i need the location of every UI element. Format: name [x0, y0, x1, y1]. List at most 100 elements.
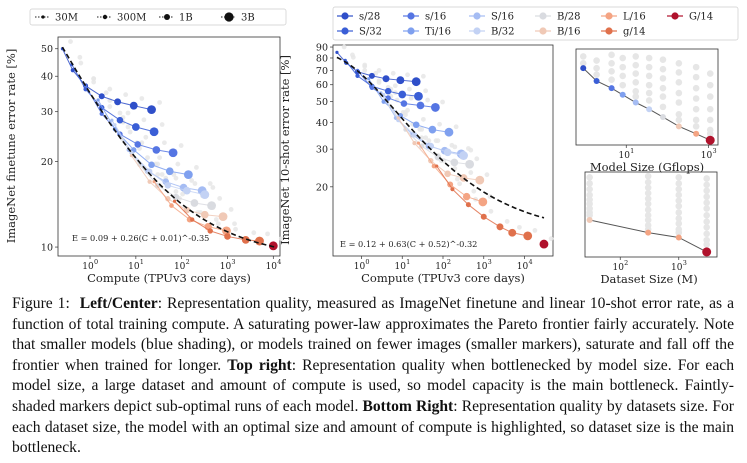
suboptimal-run-point [675, 185, 683, 193]
data-point-ti-16 [412, 121, 420, 129]
suboptimal-run-point [403, 110, 408, 115]
suboptimal-run-point [68, 39, 73, 44]
suboptimal-run-point [77, 54, 83, 60]
suboptimal-run-point [341, 44, 347, 50]
bottom-right-x-axis-label: Dataset Size (M) [600, 272, 697, 286]
suboptimal-run-point [692, 105, 700, 113]
suboptimal-run-point [644, 195, 652, 202]
suboptimal-run-point [233, 226, 238, 232]
suboptimal-run-point [228, 207, 234, 212]
data-point-b-32 [164, 182, 172, 189]
size-legend-label: 1B [179, 13, 193, 24]
suboptimal-run-point [675, 197, 683, 204]
suboptimal-run-point [407, 86, 412, 92]
suboptimal-run-point [675, 191, 683, 199]
suboptimal-run-point [632, 61, 640, 69]
data-point-g-14 [172, 199, 177, 203]
data-point-b-32 [411, 132, 418, 138]
suboptimal-run-point [706, 105, 714, 113]
model-legend-marker [341, 12, 349, 20]
suboptimal-run-point [692, 95, 700, 102]
suboptimal-run-point [675, 89, 683, 97]
model-legend-label: G/14 [689, 12, 713, 23]
suboptimal-run-point [659, 65, 667, 73]
data-point-s-16 [168, 148, 178, 158]
suboptimal-run-point [632, 88, 640, 95]
optimal-point [659, 114, 666, 121]
data-point-s-28 [114, 98, 122, 106]
pareto-frontier-fit [336, 56, 545, 219]
suboptimal-run-point [659, 75, 667, 82]
suboptimal-run-point [420, 73, 426, 79]
data-point-l-16 [462, 192, 471, 201]
center-y-tick-label: 80 [316, 53, 328, 64]
center-y-axis-label: ImageNet 10-shot error rate [%] [278, 55, 292, 245]
center-y-tick-label: 70 [316, 66, 328, 77]
suboptimal-run-point [425, 97, 431, 103]
data-point-b-16 [129, 154, 134, 158]
data-point-s-32 [384, 87, 392, 95]
bottom-right-x-tick-exponent: 3 [683, 259, 687, 267]
left-y-tick-label: 20 [41, 157, 53, 168]
suboptimal-run-point [675, 215, 683, 222]
center-x-tick-exponent: 0 [365, 258, 369, 266]
center-y-tick-label: 30 [316, 145, 328, 156]
caption-text-left-center: : Representation quality, measured as Im… [12, 295, 735, 374]
suboptimal-run-point [675, 59, 683, 67]
left-x-tick-label: 10 [174, 262, 186, 272]
suboptimal-run-point [644, 178, 652, 186]
center-y-tick-label: 20 [316, 182, 328, 193]
suboptimal-run-point [619, 63, 627, 71]
suboptimal-run-point [692, 73, 700, 81]
data-point-b-32 [443, 148, 452, 157]
data-point-ti-16 [96, 98, 100, 102]
data-point-l-16 [416, 141, 421, 145]
optimal-frontier-line [589, 219, 707, 253]
center-y-tick-label: 40 [316, 118, 328, 129]
data-point-g-14 [435, 164, 439, 168]
model-color-legend: s/28 s/16 S/16 B/28 L/16 G/14 S/32 Ti/16 B/32 B/1… [332, 6, 739, 41]
data-point-b-16 [444, 170, 451, 178]
data-point-g-14 [450, 187, 455, 192]
suboptimal-run-point [91, 76, 97, 82]
data-point-b-16 [475, 175, 485, 185]
data-point-s-16 [369, 85, 375, 91]
suboptimal-run-point [392, 83, 398, 89]
optimal-point [675, 123, 682, 130]
suboptimal-run-point [706, 116, 714, 124]
optimal-point [702, 247, 712, 257]
model-legend-marker [605, 27, 613, 35]
suboptimal-run-point [471, 188, 477, 194]
suboptimal-run-point [155, 161, 161, 167]
model-legend-marker [539, 27, 547, 35]
figure-caption: Figure 1: Left/Center: Representation qu… [12, 294, 734, 459]
left-x-tick-exponent: 4 [277, 258, 281, 266]
data-point-s-28 [129, 101, 138, 110]
optimal-point [675, 234, 682, 241]
suboptimal-run-point [675, 79, 683, 86]
optimal-point [593, 77, 600, 84]
suboptimal-run-point [586, 200, 593, 208]
suboptimal-run-point [173, 189, 179, 194]
suboptimal-run-point [192, 181, 198, 186]
suboptimal-run-point [675, 180, 683, 187]
suboptimal-run-point [468, 147, 474, 153]
suboptimal-run-point [659, 84, 667, 92]
left-x-tick-label: 10 [266, 262, 278, 272]
suboptimal-run-point [586, 180, 593, 187]
size-legend-marker [41, 15, 45, 19]
suboptimal-run-point [488, 208, 494, 214]
data-point-l-16 [169, 203, 174, 208]
data-point-s-28 [382, 75, 390, 83]
suboptimal-run-point [703, 181, 710, 189]
suboptimal-run-point [265, 231, 270, 237]
model-legend-label: B/16 [557, 27, 580, 38]
center-y-tick-label: 90 [316, 43, 328, 54]
suboptimal-run-point [586, 174, 593, 181]
data-point-g-14 [241, 236, 250, 244]
top-right-x-tick-label: 10 [619, 151, 631, 161]
center-x-tick-label: 10 [354, 262, 366, 272]
suboptimal-run-point [423, 88, 429, 94]
optimal-frontier-line [582, 67, 711, 141]
suboptimal-run-point [593, 64, 600, 72]
